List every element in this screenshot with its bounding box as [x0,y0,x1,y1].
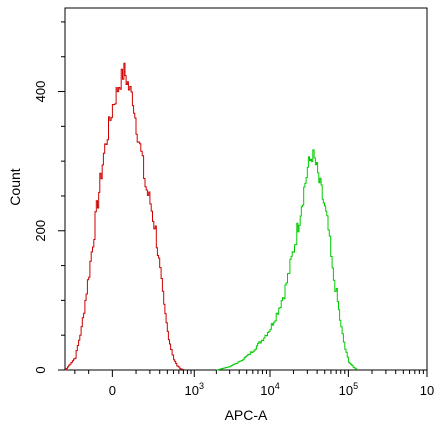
y-axis-tick-labels: 0 200 400 [33,81,48,374]
y-axis-title: Count [7,168,23,205]
x-axis-title: APC-A [225,407,268,423]
x-tick-label: 104 [260,381,279,398]
y-tick-label: 200 [33,220,48,242]
x-tick-label: 105 [339,381,358,398]
x-tick-label: 103 [185,381,204,398]
y-tick-label: 0 [33,366,48,373]
x-axis-ticks [74,370,428,377]
series-layer [65,62,358,371]
x-tick-label: 0 [109,383,116,398]
plot-frame [64,7,428,371]
x-axis-tick-labels: 0 103 104 105 10 [109,381,434,398]
y-axis-ticks [58,21,65,371]
x-tick-label: 10 [420,383,434,398]
series-line-1 [216,149,358,371]
y-tick-label: 400 [33,81,48,103]
series-line-0 [65,62,184,371]
